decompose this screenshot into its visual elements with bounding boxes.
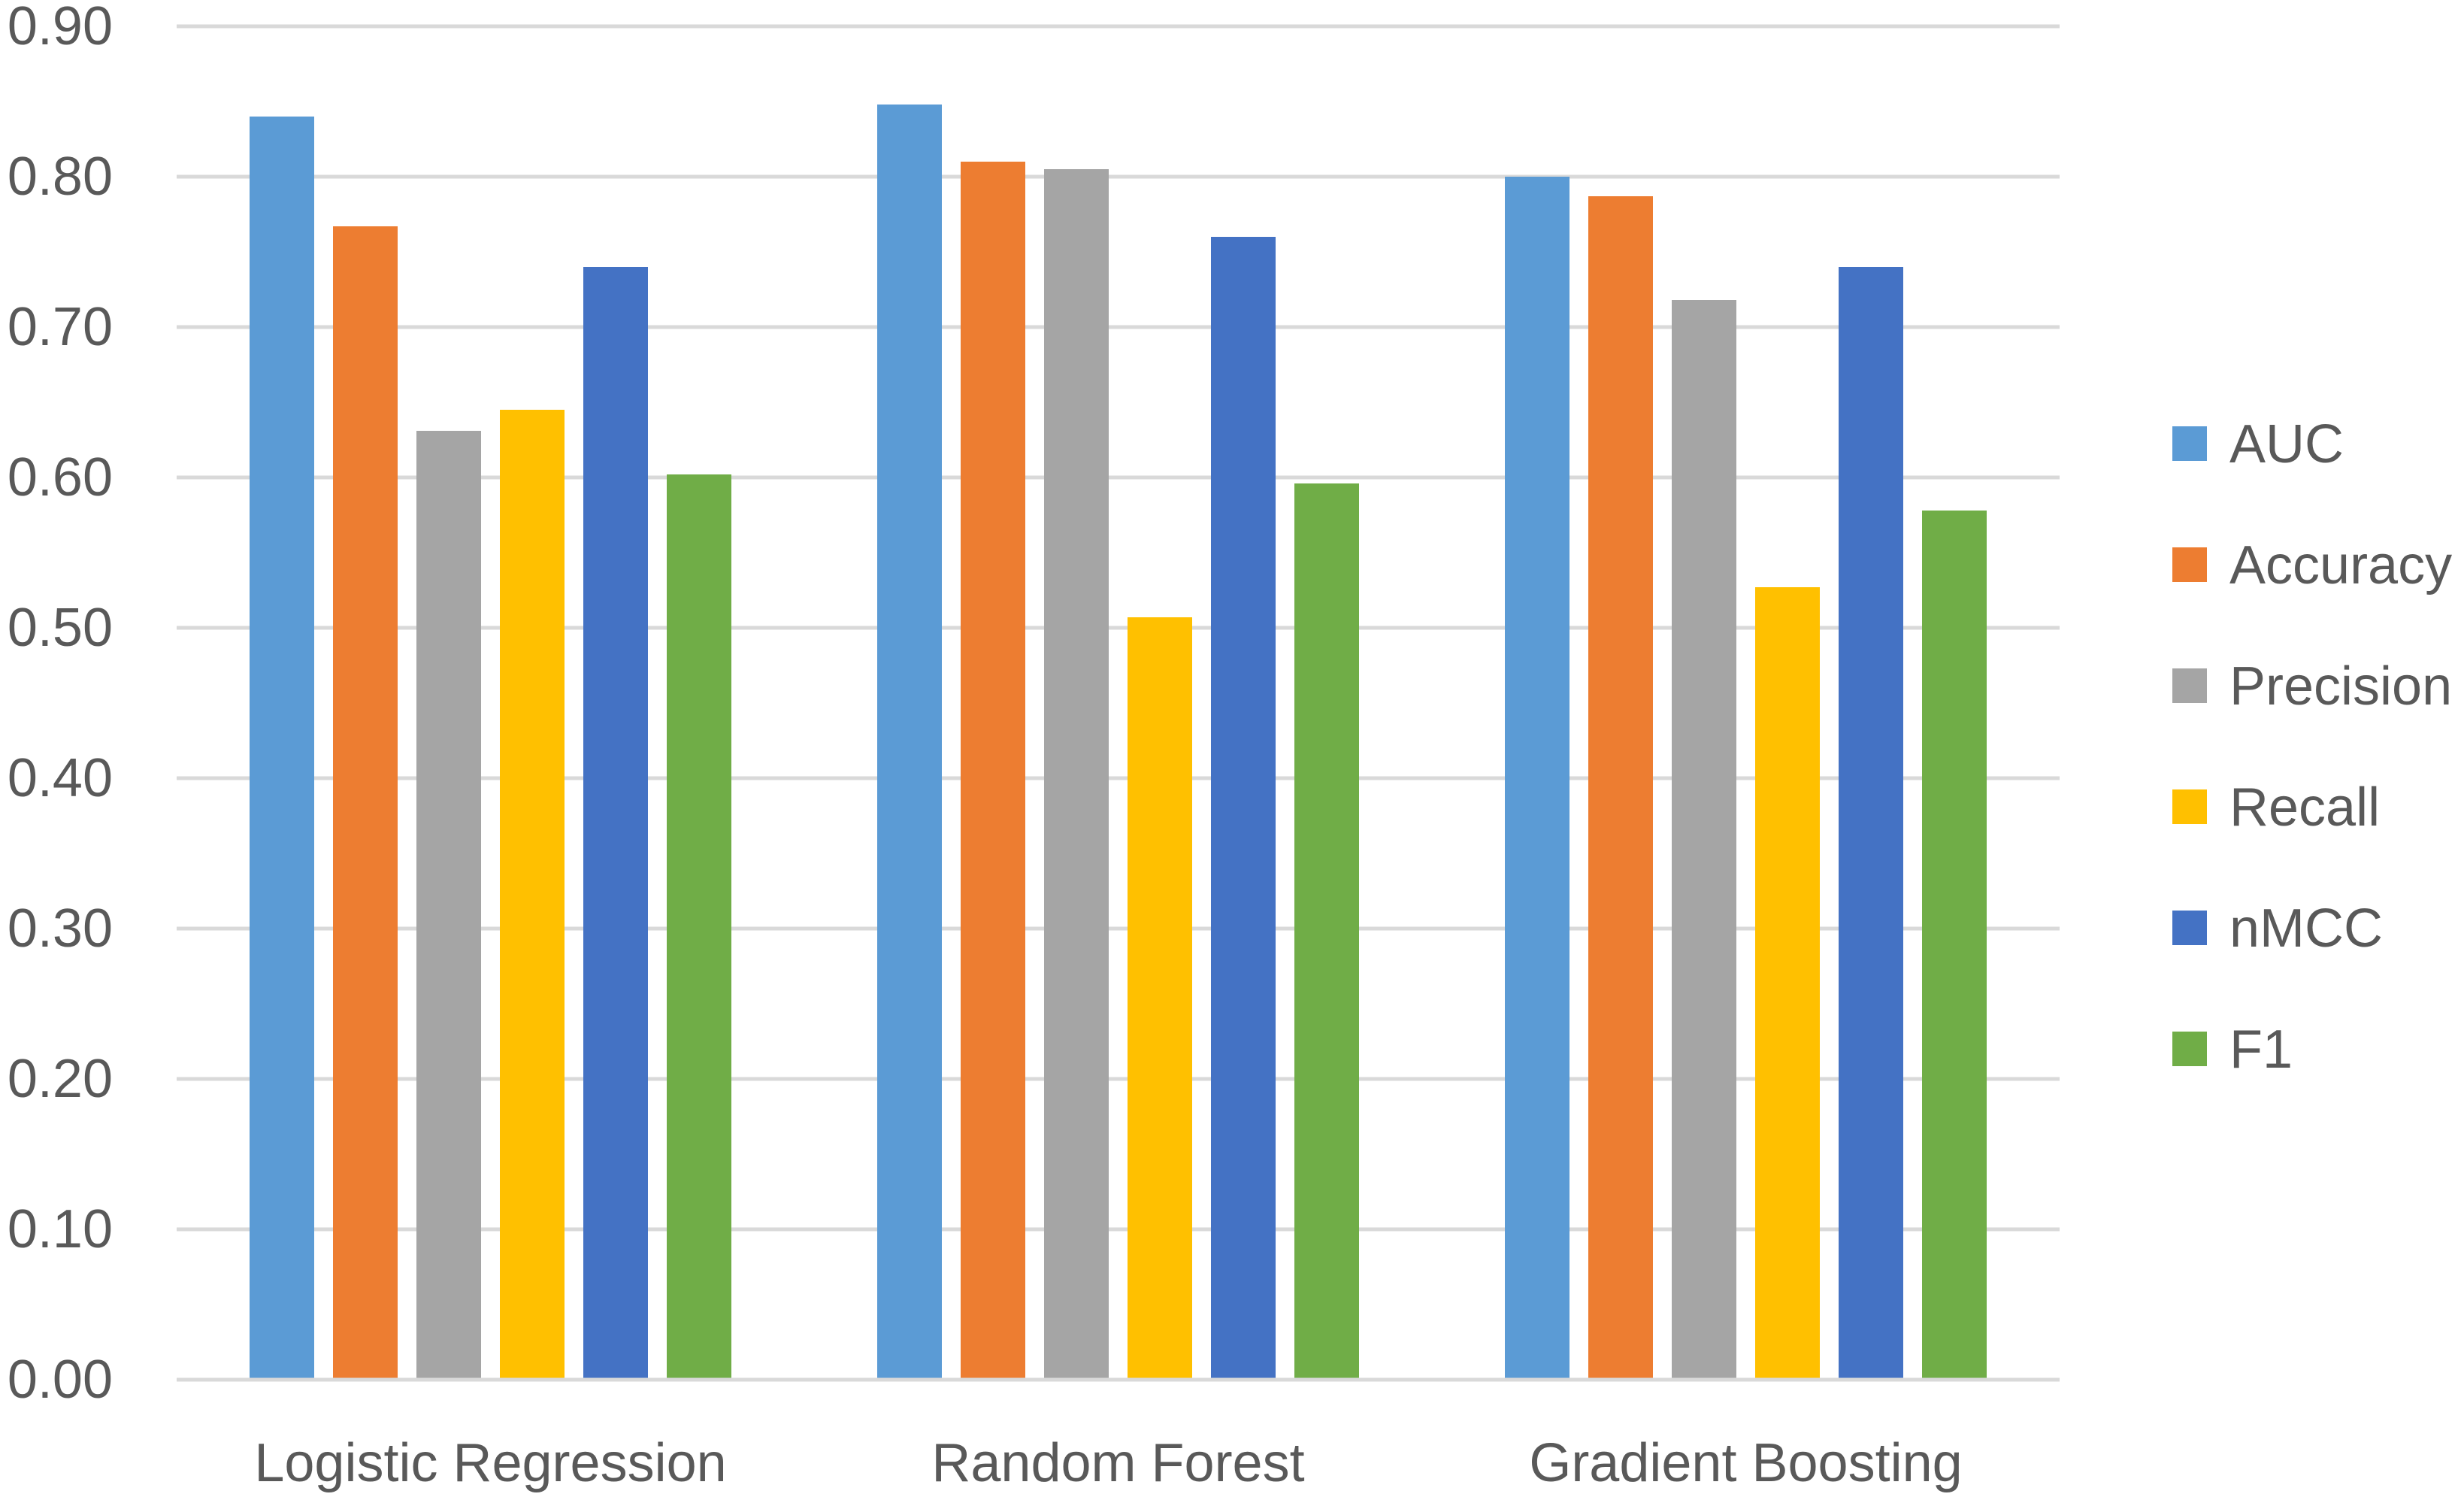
legend-swatch-precision [2172,668,2207,703]
y-tick-label: 0.40 [8,748,113,808]
legend-swatch-auc [2172,426,2207,461]
y-tick-label: 0.80 [8,147,113,207]
legend-swatch-nmcc [2172,911,2207,945]
bar-nmcc-logistic-regression [583,267,648,1380]
legend-swatch-f1 [2172,1032,2207,1066]
x-category-label: Random Forest [931,1433,1304,1493]
y-tick-label: 0.30 [8,898,113,959]
gridlines [177,24,2060,1382]
y-tick-label: 0.90 [8,0,113,56]
legend-label-f1: F1 [2229,1020,2293,1080]
x-category-label: Gradient Boosting [1529,1433,1962,1493]
x-category-label: Logistic Regression [254,1433,726,1493]
bar-auc-logistic-regression [250,117,314,1380]
bar-accuracy-logistic-regression [333,226,398,1380]
bar-nmcc-gradient-boosting [1839,267,1903,1380]
y-tick-label: 0.60 [8,447,113,508]
legend-label-accuracy: Accuracy [2229,535,2452,595]
bar-accuracy-random-forest [961,162,1025,1380]
bar-nmcc-random-forest [1211,237,1276,1380]
bars [250,105,1987,1380]
bar-f1-logistic-regression [667,474,731,1380]
x-axis: Logistic Regression Random Forest Gradient… [177,1377,2060,1493]
legend: AUC Accuracy Precision Recall nMCC F1 [2172,414,2452,1080]
bar-recall-logistic-regression [500,410,565,1380]
y-tick-label: 0.70 [8,297,113,357]
bar-precision-random-forest [1044,169,1109,1380]
legend-swatch-accuracy [2172,547,2207,582]
bar-recall-gradient-boosting [1755,587,1820,1380]
bar-f1-random-forest [1294,483,1359,1380]
legend-label-nmcc: nMCC [2229,898,2383,959]
y-tick-label: 0.00 [8,1350,113,1410]
legend-label-recall: Recall [2229,777,2380,838]
bar-accuracy-gradient-boosting [1588,196,1653,1380]
bar-f1-gradient-boosting [1922,511,1987,1380]
y-axis: 0.00 0.10 0.20 0.30 0.40 0.50 0.60 0.70 0.80 0.90 [8,0,113,1410]
legend-label-precision: Precision [2229,656,2452,717]
y-tick-label: 0.20 [8,1049,113,1109]
bar-auc-random-forest [877,105,942,1380]
y-tick-label: 0.50 [8,598,113,658]
bar-precision-logistic-regression [416,431,481,1380]
legend-label-auc: AUC [2229,414,2344,474]
y-tick-label: 0.10 [8,1199,113,1259]
bar-precision-gradient-boosting [1672,300,1736,1380]
bar-auc-gradient-boosting [1505,177,1570,1380]
bar-recall-random-forest [1128,617,1192,1380]
legend-swatch-recall [2172,789,2207,824]
